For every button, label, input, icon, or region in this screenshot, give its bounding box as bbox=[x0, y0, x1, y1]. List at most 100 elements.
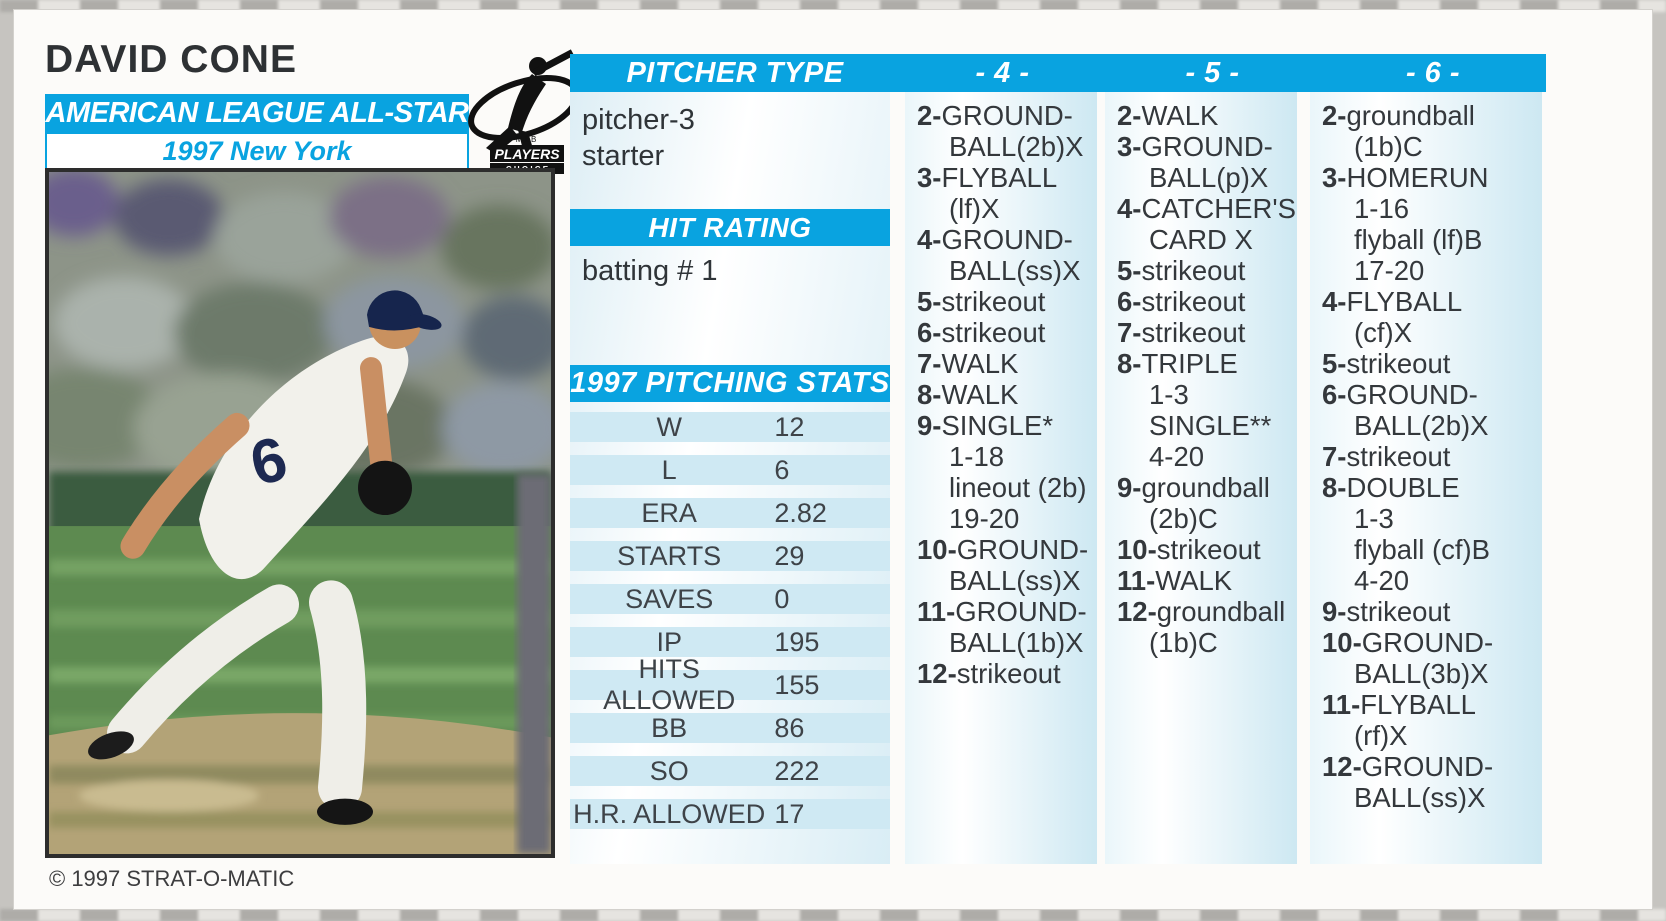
result-entry: 5-strikeout bbox=[917, 286, 1097, 317]
strat-o-matic-card: DAVID CONE AMERICAN LEAGUE ALL-STAR 1997… bbox=[14, 10, 1652, 909]
pitcher-role-value: starter bbox=[582, 140, 665, 172]
result-line: 5-strikeout bbox=[1117, 255, 1246, 286]
pitcher-type-header: PITCHER TYPE bbox=[626, 56, 844, 89]
result-entry: 3-FLYBALL (lf)X bbox=[917, 162, 1097, 224]
dice-roll-number: 6- bbox=[1322, 379, 1347, 410]
result-continuation-line: 4-20 bbox=[1149, 441, 1205, 472]
logo-bar-1 bbox=[490, 145, 564, 162]
result-continuation-line: BALL(ss)X bbox=[949, 565, 1081, 596]
stat-row: ERA 2.82 bbox=[570, 498, 890, 528]
result-continuation-line: 19-20 bbox=[949, 503, 1020, 534]
torn-paper-edge-top bbox=[0, 0, 1666, 12]
background-figure bbox=[517, 473, 551, 854]
stat-row: BB 86 bbox=[570, 713, 890, 743]
dice-roll-number: 12- bbox=[1117, 596, 1157, 627]
result-entry: 2-GROUND- BALL(2b)X bbox=[917, 100, 1097, 162]
dice-roll-number: 9- bbox=[1117, 472, 1142, 503]
dice-roll-number: 6- bbox=[917, 317, 942, 348]
column-5-results: 2-WALK 3-GROUND- BALL(p)X 4-CATCHER'S CARD X… bbox=[1105, 92, 1297, 864]
stat-row: HITS ALLOWED 155 bbox=[570, 654, 890, 715]
dice-roll-number: 6- bbox=[1117, 286, 1142, 317]
result-entry: 9-strikeout bbox=[1322, 596, 1542, 627]
dice-roll-number: 9- bbox=[1322, 596, 1347, 627]
result-line: 3-FLYBALL bbox=[917, 162, 1058, 193]
result-entry: 8-DOUBLE 1-3 flyball (cf)B 4-20 bbox=[1322, 472, 1542, 596]
stat-label: H.R. ALLOWED bbox=[573, 798, 766, 829]
result-line: 3-HOMERUN bbox=[1322, 162, 1489, 193]
result-entry: 11-GROUND- BALL(1b)X bbox=[917, 596, 1097, 658]
dice-roll-number: 2- bbox=[1322, 100, 1347, 131]
result-entry: 11-WALK bbox=[1117, 565, 1297, 596]
dice-roll-number: 4- bbox=[1117, 193, 1142, 224]
stat-label: ERA bbox=[641, 497, 697, 528]
result-continuation-line: 1-3 bbox=[1354, 503, 1394, 534]
result-line: 5-strikeout bbox=[1322, 348, 1451, 379]
dice-roll-number: 11- bbox=[917, 596, 956, 627]
result-entry: 7-strikeout bbox=[1322, 441, 1542, 472]
result-entry: 5-strikeout bbox=[1117, 255, 1297, 286]
result-continuation-line: (1b)C bbox=[1149, 627, 1218, 658]
hit-rating-header: HIT RATING bbox=[570, 209, 890, 246]
team-year: 1997 New York bbox=[45, 132, 469, 170]
stat-row: SAVES 0 bbox=[570, 584, 890, 614]
result-line: 5-strikeout bbox=[917, 286, 1046, 317]
result-line: 11-WALK bbox=[1117, 565, 1233, 596]
result-continuation-line: BALL(3b)X bbox=[1354, 658, 1489, 689]
result-entry: 3-HOMERUN 1-16 flyball (lf)B 17-20 bbox=[1322, 162, 1542, 286]
result-continuation-line: 4-20 bbox=[1354, 565, 1410, 596]
result-continuation-line: (rf)X bbox=[1354, 720, 1408, 751]
result-entry: 6-GROUND- BALL(2b)X bbox=[1322, 379, 1542, 441]
result-entry: 7-WALK bbox=[917, 348, 1097, 379]
column-4-header: - 4 - bbox=[975, 56, 1030, 89]
result-entry: 6-strikeout bbox=[1117, 286, 1297, 317]
dice-roll-number: 5- bbox=[1322, 348, 1347, 379]
stat-value: 222 bbox=[774, 755, 820, 786]
dice-roll-number: 5- bbox=[1117, 255, 1142, 286]
result-line: 12-GROUND- bbox=[1322, 751, 1494, 782]
stat-row: W 12 bbox=[570, 412, 890, 442]
dice-roll-number: 7- bbox=[1117, 317, 1142, 348]
result-continuation-line: 1-3 bbox=[1149, 379, 1189, 410]
result-line: 11-GROUND- bbox=[917, 596, 1087, 627]
stat-label: L bbox=[661, 454, 677, 485]
logo-mlb-text: M L B bbox=[516, 135, 537, 144]
league-banner: AMERICAN LEAGUE ALL-STAR bbox=[45, 94, 469, 132]
result-continuation-line: BALL(ss)X bbox=[1354, 782, 1486, 813]
result-entry: 9-SINGLE* 1-18 lineout (2b) 19-20 bbox=[917, 410, 1097, 534]
result-line: 4-CATCHER'S bbox=[1117, 193, 1296, 224]
pitcher-type-value: pitcher-3 bbox=[582, 104, 695, 136]
result-entry: 10-strikeout bbox=[1117, 534, 1297, 565]
stat-value: 29 bbox=[774, 540, 805, 571]
result-line: 2-groundball bbox=[1322, 100, 1475, 131]
stat-label: BB bbox=[651, 712, 688, 743]
result-line: 12-strikeout bbox=[917, 658, 1061, 689]
column-4-results: 2-GROUND- BALL(2b)X 3-FLYBALL (lf)X 4-GROUND… bbox=[905, 92, 1097, 864]
result-entry: 12-groundball (1b)C bbox=[1117, 596, 1297, 658]
result-entry: 6-strikeout bbox=[917, 317, 1097, 348]
stat-label: W bbox=[656, 411, 682, 442]
stat-row: SO 222 bbox=[570, 756, 890, 786]
result-line: 6-strikeout bbox=[917, 317, 1046, 348]
result-line: 8-DOUBLE bbox=[1322, 472, 1460, 503]
dice-roll-number: 8- bbox=[1117, 348, 1142, 379]
dice-roll-number: 9- bbox=[917, 410, 942, 441]
result-line: 6-strikeout bbox=[1117, 286, 1246, 317]
stat-value: 6 bbox=[774, 454, 790, 485]
result-line: 9-groundball bbox=[1117, 472, 1270, 503]
result-entry: 7-strikeout bbox=[1117, 317, 1297, 348]
result-continuation-line: 1-18 bbox=[949, 441, 1005, 472]
column-6-header: - 6 - bbox=[1405, 56, 1461, 89]
dice-roll-number: 11- bbox=[1117, 565, 1156, 596]
dice-roll-number: 7- bbox=[917, 348, 942, 379]
result-continuation-line: BALL(p)X bbox=[1149, 162, 1269, 193]
dice-roll-number: 11- bbox=[1322, 689, 1361, 720]
pitching-stats-table: W 12 L 6 ERA 2.82 STARTS 29 SAVES 0 IP 195 HITS ALLO… bbox=[570, 412, 890, 842]
result-entry: 10-GROUND- BALL(3b)X bbox=[1322, 627, 1542, 689]
result-line: 2-WALK bbox=[1117, 100, 1219, 131]
dice-roll-number: 3- bbox=[1117, 131, 1142, 162]
dice-roll-number: 3- bbox=[1322, 162, 1347, 193]
result-entry: 11-FLYBALL (rf)X bbox=[1322, 689, 1542, 751]
stat-row: H.R. ALLOWED 17 bbox=[570, 799, 890, 829]
result-line: 3-GROUND- bbox=[1117, 131, 1273, 162]
stat-row: IP 195 bbox=[570, 627, 890, 657]
